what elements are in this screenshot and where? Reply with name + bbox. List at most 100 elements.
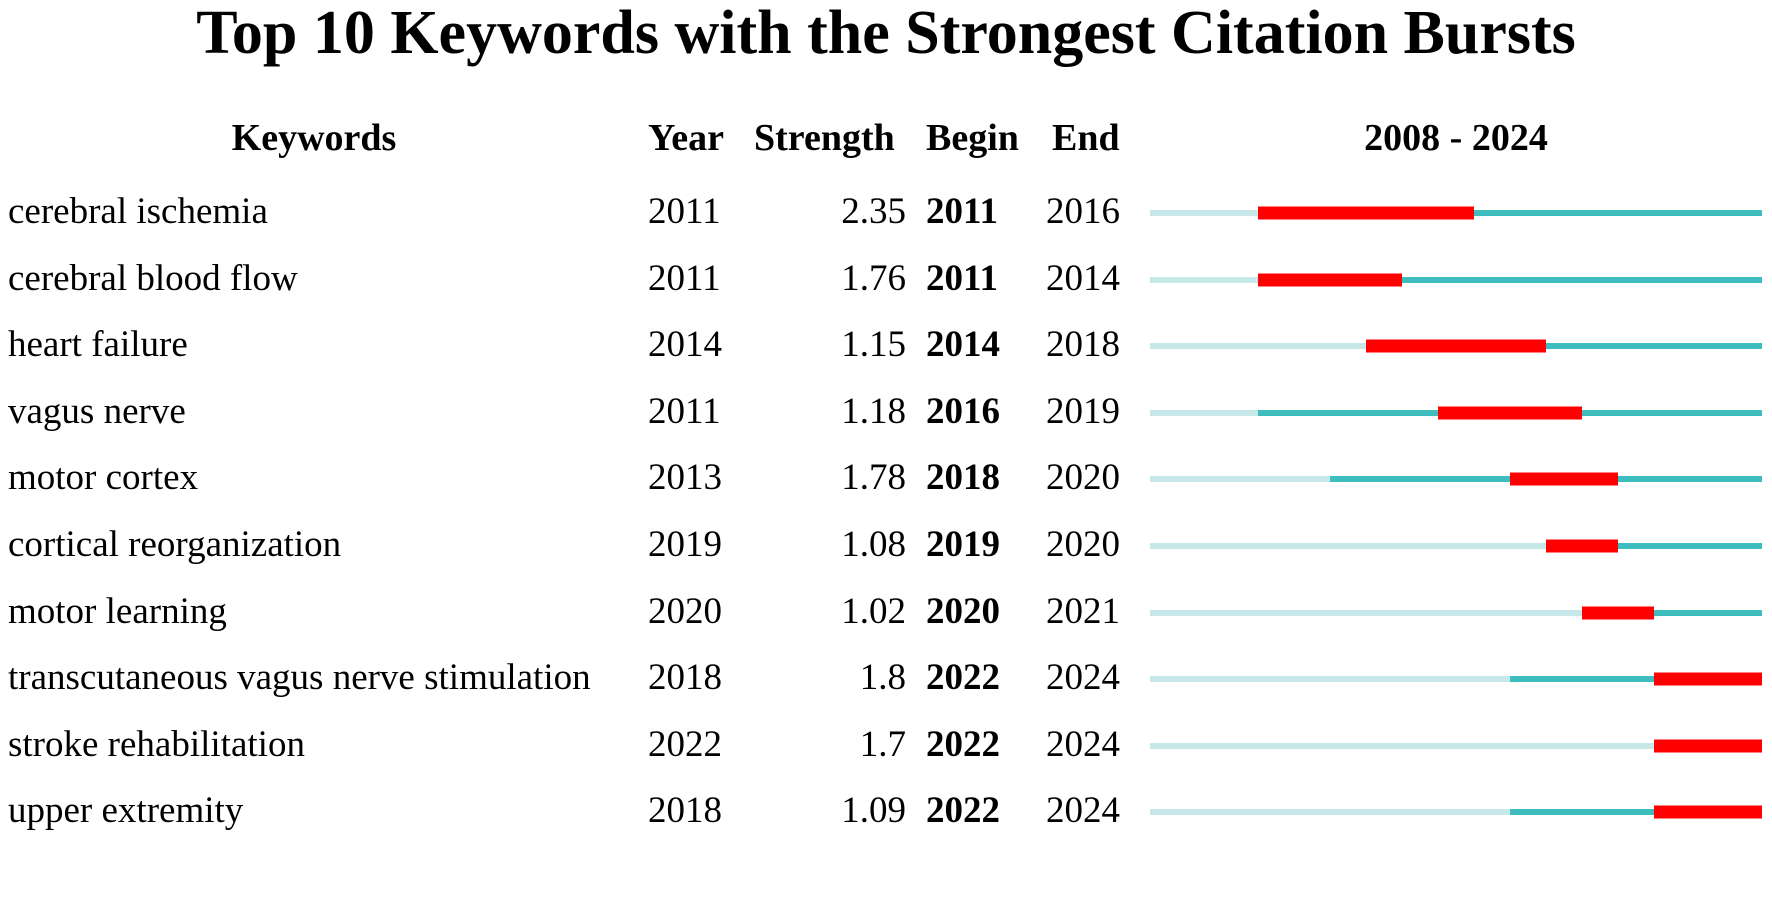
strength-cell: 1.18 <box>841 390 906 432</box>
begin-cell: 2011 <box>926 257 998 299</box>
active-segment <box>1258 210 1762 216</box>
keyword-cell: cortical reorganization <box>8 524 342 565</box>
end-cell: 2024 <box>1046 657 1120 699</box>
chart-title: Top 10 Keywords with the Strongest Citat… <box>196 0 1576 67</box>
burst-bar <box>1258 206 1474 220</box>
keyword-cell: heart failure <box>8 324 188 366</box>
keyword-cell: vagus nerve <box>8 390 186 432</box>
burst-bar <box>1366 339 1546 353</box>
keyword-cell: stroke rehabilitation <box>8 723 305 765</box>
year-cell: 2022 <box>648 723 722 765</box>
burst-bar <box>1510 472 1618 486</box>
inactive-segment <box>1150 409 1258 416</box>
inactive-segment <box>1150 609 1582 616</box>
header-end: End <box>1052 117 1120 159</box>
active-segment <box>1510 809 1762 816</box>
active-segment <box>1366 343 1762 350</box>
burst-bar <box>1654 805 1762 819</box>
table-row: motor cortex 2013 1.78 2018 2020 <box>0 456 1772 530</box>
strength-cell: 1.7 <box>859 723 906 765</box>
end-cell: 2024 <box>1046 790 1120 832</box>
end-cell: 2019 <box>1046 390 1120 432</box>
begin-cell: 2019 <box>926 524 1000 565</box>
header-year: Year <box>648 117 724 159</box>
table-row: vagus nerve 2011 1.18 2016 2019 <box>0 390 1772 464</box>
strength-cell: 1.02 <box>841 590 906 632</box>
burst-timeline <box>1150 273 1762 287</box>
keyword-cell: transcutaneous vagus nerve stimulation <box>8 657 591 699</box>
table-row: motor learning 2020 1.02 2020 2021 <box>0 590 1772 664</box>
burst-timeline <box>1150 805 1762 819</box>
table-row: upper extremity 2018 1.09 2022 2024 <box>0 789 1772 863</box>
end-cell: 2024 <box>1046 723 1120 765</box>
burst-timeline <box>1150 539 1762 553</box>
keyword-cell: motor cortex <box>8 457 199 499</box>
strength-cell: 1.09 <box>841 790 906 832</box>
burst-bar <box>1582 606 1654 620</box>
inactive-segment <box>1150 210 1258 216</box>
keyword-cell: motor learning <box>8 590 227 632</box>
header-begin: Begin <box>926 117 1019 159</box>
active-segment <box>1582 609 1762 616</box>
keyword-cell: cerebral ischemia <box>8 191 268 232</box>
active-segment <box>1546 543 1762 549</box>
active-segment <box>1510 676 1762 683</box>
burst-timeline <box>1150 472 1762 486</box>
strength-cell: 1.78 <box>841 457 906 499</box>
end-cell: 2020 <box>1046 524 1120 565</box>
burst-timeline <box>1150 339 1762 353</box>
burst-timeline <box>1150 606 1762 620</box>
end-cell: 2020 <box>1046 457 1120 499</box>
begin-cell: 2020 <box>926 590 1000 632</box>
table-row: cortical reorganization 2019 1.08 2019 2020 <box>0 523 1772 597</box>
header-strength: Strength <box>754 117 895 159</box>
begin-cell: 2022 <box>926 723 1000 765</box>
inactive-segment <box>1150 543 1546 549</box>
begin-cell: 2014 <box>926 324 1000 366</box>
begin-cell: 2022 <box>926 657 1000 699</box>
inactive-segment <box>1150 809 1510 816</box>
strength-cell: 2.35 <box>841 191 906 232</box>
strength-cell: 1.08 <box>841 524 906 565</box>
year-cell: 2011 <box>648 390 721 432</box>
end-cell: 2018 <box>1046 324 1120 366</box>
burst-bar <box>1546 539 1618 553</box>
year-cell: 2013 <box>648 457 722 499</box>
begin-cell: 2011 <box>926 191 998 232</box>
keyword-cell: cerebral blood flow <box>8 257 298 299</box>
year-cell: 2020 <box>648 590 722 632</box>
table-row: transcutaneous vagus nerve stimulation 20… <box>0 656 1772 730</box>
begin-cell: 2018 <box>926 457 1000 499</box>
inactive-segment <box>1150 676 1510 683</box>
end-cell: 2021 <box>1046 590 1120 632</box>
end-cell: 2014 <box>1046 257 1120 299</box>
burst-timeline <box>1150 406 1762 420</box>
begin-cell: 2022 <box>926 790 1000 832</box>
header-keywords: Keywords <box>231 117 397 159</box>
strength-cell: 1.8 <box>859 657 906 699</box>
burst-timeline <box>1150 672 1762 686</box>
burst-bar <box>1654 739 1762 753</box>
burst-bar <box>1654 672 1762 686</box>
year-cell: 2011 <box>648 257 721 299</box>
burst-timeline <box>1150 739 1762 753</box>
header-range: 2008 - 2024 <box>1364 117 1548 159</box>
year-cell: 2019 <box>648 524 722 565</box>
strength-cell: 1.15 <box>841 324 906 366</box>
table-row: heart failure 2014 1.15 2014 2018 <box>0 323 1772 397</box>
begin-cell: 2016 <box>926 390 1000 432</box>
table-row: cerebral blood flow 2011 1.76 2011 2014 <box>0 257 1772 331</box>
year-cell: 2018 <box>648 790 722 832</box>
burst-bar <box>1438 406 1582 420</box>
year-cell: 2011 <box>648 191 721 232</box>
inactive-segment <box>1150 742 1654 749</box>
year-cell: 2018 <box>648 657 722 699</box>
inactive-segment <box>1150 476 1330 483</box>
end-cell: 2016 <box>1046 191 1120 232</box>
active-segment <box>1258 276 1762 283</box>
inactive-segment <box>1150 276 1258 283</box>
year-cell: 2014 <box>648 324 722 366</box>
keyword-cell: upper extremity <box>8 790 244 832</box>
inactive-segment <box>1150 343 1366 350</box>
burst-bar <box>1258 273 1402 287</box>
